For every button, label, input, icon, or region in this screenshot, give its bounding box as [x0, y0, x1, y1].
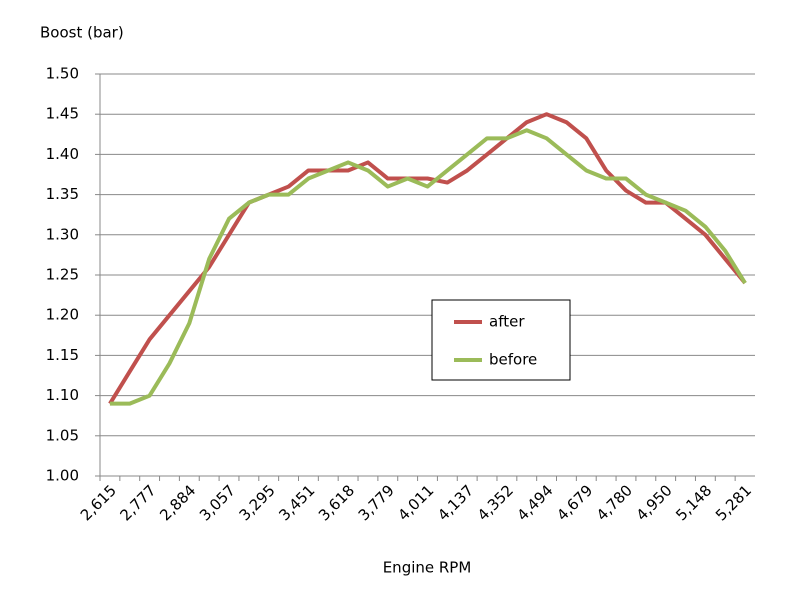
legend-label: after — [489, 313, 525, 331]
y-tick-label: 1.45 — [46, 105, 79, 123]
y-tick-label: 1.05 — [46, 426, 79, 444]
series-line — [108, 112, 747, 405]
legend-label: before — [489, 351, 537, 369]
y-tick-label: 1.10 — [46, 386, 79, 404]
y-tick-label: 1.00 — [46, 467, 79, 485]
y-tick-label: 1.20 — [46, 306, 79, 324]
legend-box — [431, 299, 571, 381]
y-tick-label: 1.30 — [46, 225, 79, 243]
x-axis-label: Engine RPM — [383, 559, 472, 577]
y-tick-label: 1.40 — [46, 145, 79, 163]
y-tick-label: 1.15 — [46, 346, 79, 364]
y-tick-label: 1.35 — [46, 185, 79, 203]
series-line — [109, 128, 747, 406]
y-tick-label: 1.50 — [46, 65, 79, 83]
y-axis-label: Boost (bar) — [40, 24, 124, 42]
y-tick-label: 1.25 — [46, 266, 79, 284]
